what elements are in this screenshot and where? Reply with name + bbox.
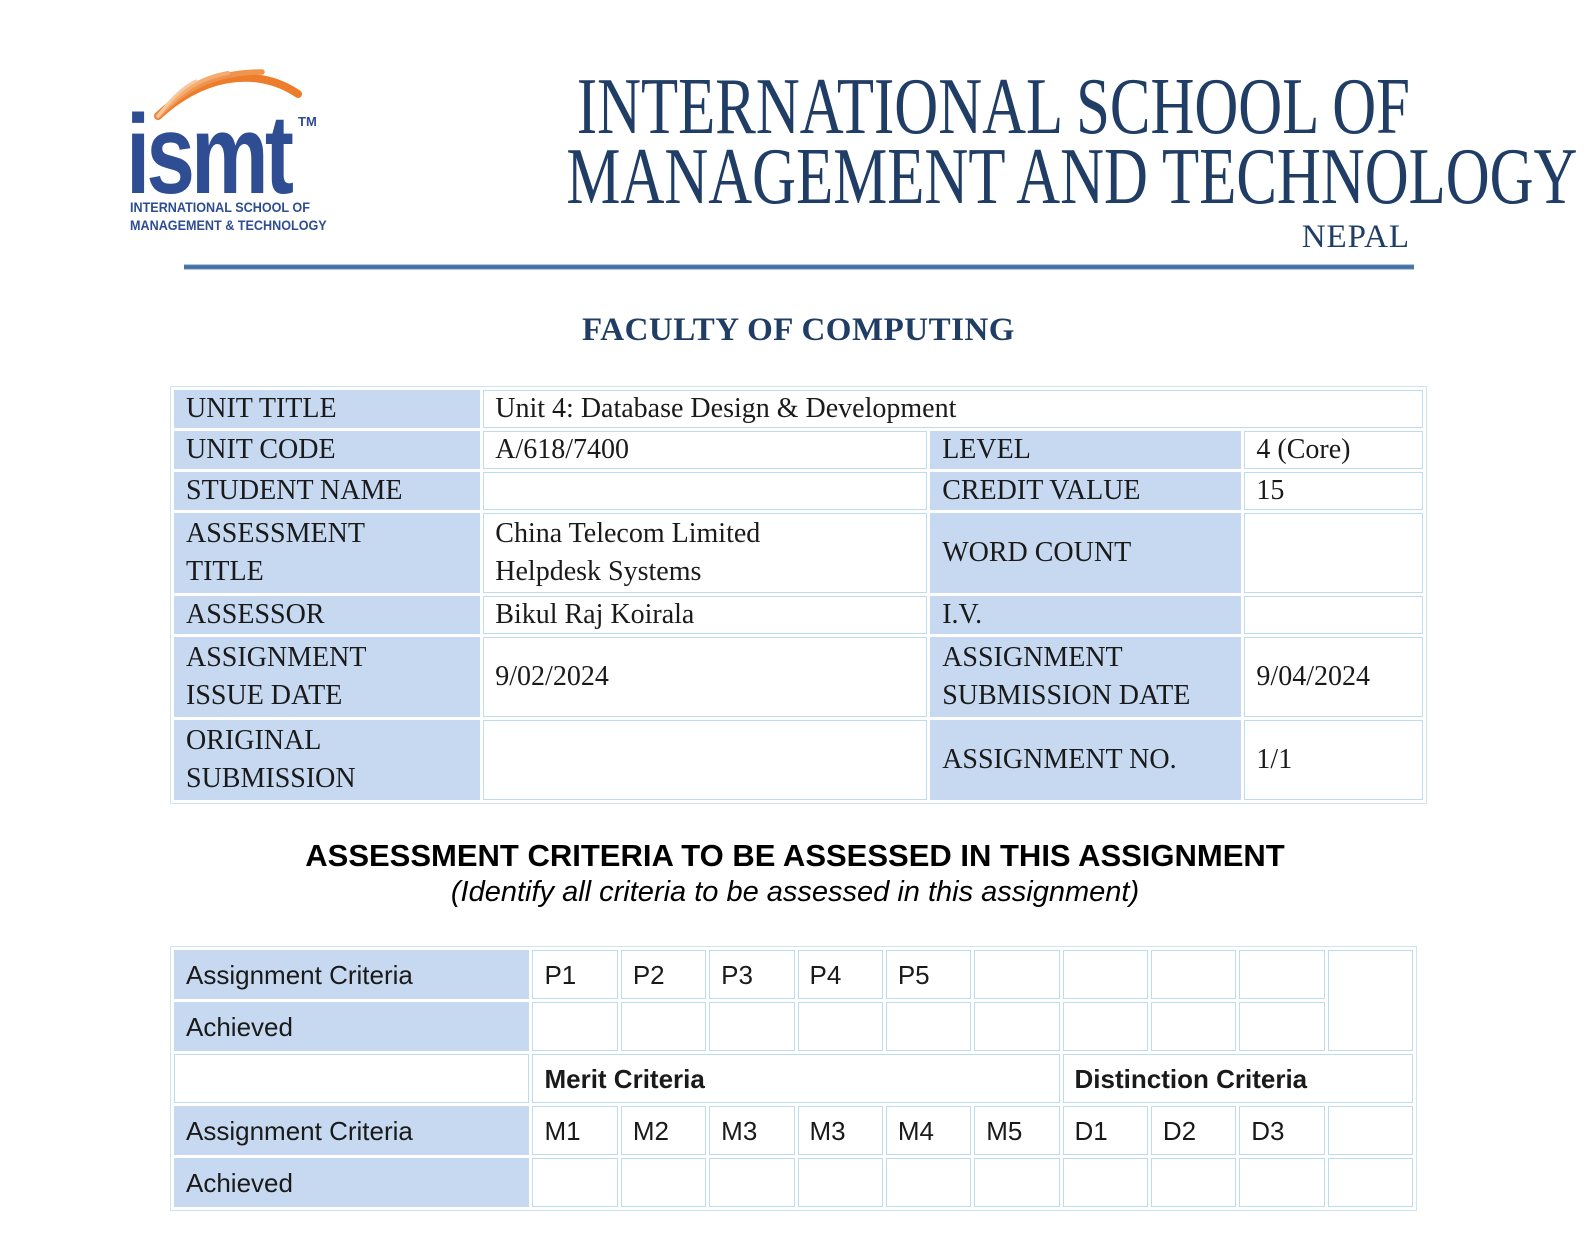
header-divider: [184, 264, 1414, 270]
pass-criterion-cell: P4: [797, 950, 883, 999]
merit-criterion-cell: M5: [974, 1106, 1060, 1155]
unit-title-label: UNIT TITLE: [174, 390, 481, 428]
achieved-cell: [797, 1158, 883, 1207]
pass-criterion-cell: [1062, 950, 1148, 999]
assessment-title-value: China Telecom Limited Helpdesk Systems: [483, 513, 928, 593]
pass-criterion-cell: P2: [620, 950, 707, 999]
distinction-criterion-cell: [1327, 1106, 1413, 1155]
achieved-row-label: Achieved: [174, 1158, 530, 1207]
school-title-line1: INTERNATIONAL SCHOOL OF: [576, 63, 1410, 151]
level-label: LEVEL: [930, 431, 1242, 469]
achieved-cell: [974, 1002, 1060, 1051]
student-name-label: STUDENT NAME: [174, 472, 481, 510]
achieved-cell: [620, 1002, 707, 1051]
criteria-heading-title: ASSESSMENT CRITERIA TO BE ASSESSED IN TH…: [305, 838, 1285, 873]
assessor-value: Bikul Raj Koirala: [483, 596, 928, 634]
merit-criterion-cell: M2: [620, 1106, 707, 1155]
achieved-cell: [885, 1002, 972, 1051]
merit-criterion-cell: M4: [885, 1106, 972, 1155]
logo-caption: INTERNATIONAL SCHOOL OF MANAGEMENT & TEC…: [130, 198, 327, 234]
achieved-cell: [620, 1158, 707, 1207]
achieved-cell: [797, 1002, 883, 1051]
pass-criterion-cell: [974, 950, 1060, 999]
criteria-table: Assignment Criteria P1 P2 P3 P4 P5 Achie…: [170, 946, 1417, 1211]
logo-swoosh-icon: [154, 69, 302, 120]
pass-merged-cell: [1327, 950, 1413, 1051]
merit-criterion-cell: M3: [709, 1106, 795, 1155]
pass-criterion-cell: [1150, 950, 1237, 999]
achieved-cell: [709, 1158, 795, 1207]
achieved-cell: [709, 1002, 795, 1051]
pass-criterion-cell: P5: [885, 950, 972, 999]
faculty-heading: FACULTY OF COMPUTING: [582, 312, 1015, 348]
merit-header-cell: Merit Criteria: [532, 1054, 1060, 1103]
achieved-cell: [1062, 1002, 1148, 1051]
achieved-cell: [885, 1158, 972, 1207]
issue-date-value: 9/02/2024: [483, 637, 928, 717]
achieved-cell: [1150, 1158, 1237, 1207]
achieved-cell: [1062, 1158, 1148, 1207]
distinction-criterion-cell: D3: [1239, 1106, 1325, 1155]
submission-date-label: ASSIGNMENT SUBMISSION DATE: [930, 637, 1242, 717]
word-count-label: WORD COUNT: [930, 513, 1242, 593]
criteria-heading: ASSESSMENT CRITERIA TO BE ASSESSED IN TH…: [150, 838, 1440, 910]
criteria-spacer-cell: [174, 1054, 530, 1103]
country-label: NEPAL: [1301, 219, 1410, 255]
ismt-logo: ismt TM INTERNATIONAL SCHOOL OF MANAGEME…: [126, 62, 336, 242]
criteria-heading-subtitle: (Identify all criteria to be assessed in…: [450, 876, 1140, 908]
unit-code-label: UNIT CODE: [174, 431, 481, 469]
school-title-line2: MANAGEMENT AND TECHNOLOGY: [566, 133, 1578, 221]
achieved-cell: [532, 1158, 618, 1207]
level-value: 4 (Core): [1244, 431, 1423, 469]
distinction-criterion-cell: D1: [1062, 1106, 1148, 1155]
logo-caption-line2: MANAGEMENT & TECHNOLOGY: [130, 217, 327, 233]
logo-caption-line1: INTERNATIONAL SCHOOL OF: [130, 199, 310, 215]
achieved-row-label: Achieved: [174, 1002, 530, 1051]
distinction-criterion-cell: D2: [1150, 1106, 1237, 1155]
unit-info-table: UNIT TITLE Unit 4: Database Design & Dev…: [170, 386, 1427, 804]
credit-value-label: CREDIT VALUE: [930, 472, 1242, 510]
submission-date-value: 9/04/2024: [1244, 637, 1423, 717]
school-title: INTERNATIONAL SCHOOL OF MANAGEMENT AND T…: [300, 63, 1578, 256]
assessment-title-label: ASSESSMENT TITLE: [174, 513, 481, 593]
logo-wordmark: ismt: [126, 92, 294, 217]
pass-criterion-cell: P1: [532, 950, 618, 999]
distinction-header-cell: Distinction Criteria: [1062, 1054, 1413, 1103]
iv-label: I.V.: [930, 596, 1242, 634]
assessor-label: ASSESSOR: [174, 596, 481, 634]
word-count-value: [1244, 513, 1423, 593]
original-submission-label: ORIGINAL SUBMISSION: [174, 720, 481, 800]
credit-value-value: 15: [1244, 472, 1423, 510]
iv-value: [1244, 596, 1423, 634]
merit-criterion-cell: M1: [532, 1106, 618, 1155]
student-name-value: [483, 472, 928, 510]
unit-title-value: Unit 4: Database Design & Development: [483, 390, 1423, 428]
merit-row-label: Assignment Criteria: [174, 1106, 530, 1155]
pass-criterion-cell: P3: [709, 950, 795, 999]
original-submission-value: [483, 720, 928, 800]
achieved-cell: [974, 1158, 1060, 1207]
achieved-cell: [1239, 1158, 1325, 1207]
unit-code-value: A/618/7400: [483, 431, 928, 469]
achieved-cell: [532, 1002, 618, 1051]
merit-criterion-cell: M3: [797, 1106, 883, 1155]
assignment-no-label: ASSIGNMENT NO.: [930, 720, 1242, 800]
pass-criterion-cell: [1239, 950, 1325, 999]
pass-row-label: Assignment Criteria: [174, 950, 530, 999]
achieved-cell: [1150, 1002, 1237, 1051]
achieved-cell: [1327, 1158, 1413, 1207]
achieved-cell: [1239, 1002, 1325, 1051]
logo-trademark: TM: [298, 114, 317, 129]
assignment-no-value: 1/1: [1244, 720, 1423, 800]
issue-date-label: ASSIGNMENT ISSUE DATE: [174, 637, 481, 717]
